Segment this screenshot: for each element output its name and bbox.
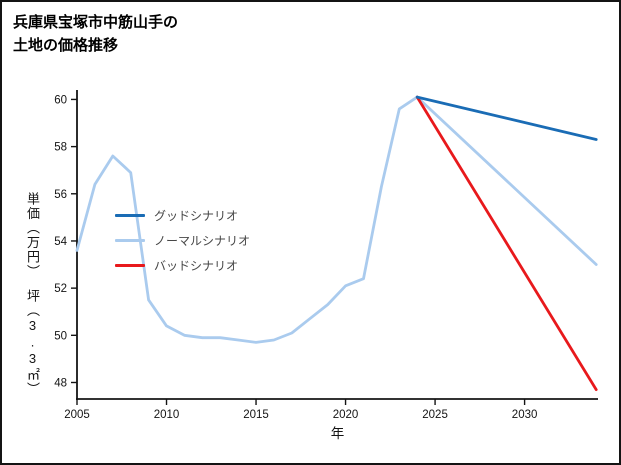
x-tick-label: 2005 — [64, 409, 90, 421]
y-tick-label: 58 — [54, 142, 67, 154]
chart-title: 兵庫県宝塚市中筋山手の 土地の価格推移 — [13, 11, 178, 58]
x-tick-label: 2020 — [333, 409, 359, 421]
y-tick-label: 48 — [54, 377, 67, 389]
legend-item-good: グッドシナリオ — [115, 203, 250, 228]
series-line-normal — [75, 95, 419, 344]
y-tick-label: 52 — [54, 283, 67, 295]
y-tick-label: 60 — [54, 94, 67, 106]
x-tick-label: 2015 — [243, 409, 269, 421]
legend-label: バッドシナリオ — [154, 259, 239, 273]
legend-swatch-bad — [115, 264, 145, 267]
y-axis-label-unit: 単価（万円） — [25, 192, 40, 279]
y-tick-label: 56 — [54, 189, 67, 201]
chart-title-line2: 土地の価格推移 — [13, 37, 119, 55]
x-axis-label: 年 — [330, 426, 345, 441]
legend-item-bad: バッドシナリオ — [115, 253, 250, 278]
legend-label: ノーマルシナリオ — [154, 234, 251, 248]
y-tick-label: 54 — [54, 236, 67, 248]
x-tick-label: 2010 — [154, 409, 180, 421]
series-line-good — [415, 95, 598, 141]
legend-swatch-normal — [115, 239, 145, 242]
chart-title-line1: 兵庫県宝塚市中筋山手の — [13, 14, 179, 31]
legend-item-normal: ノーマルシナリオ — [115, 228, 250, 253]
series-line-normal — [415, 95, 598, 266]
y-axis-label-tsubo: 坪（3.3㎡） — [25, 289, 40, 397]
y-tick-label: 50 — [54, 330, 67, 342]
y-axis-label: 単価（万円） 坪（3.3㎡） — [23, 192, 42, 397]
legend: グッドシナリオ ノーマルシナリオ バッドシナリオ — [115, 203, 250, 278]
x-tick-label: 2030 — [512, 409, 538, 421]
legend-label: グッドシナリオ — [154, 209, 239, 223]
x-tick-label: 2025 — [422, 409, 448, 421]
legend-swatch-good — [115, 214, 145, 217]
series-line-bad — [415, 95, 598, 392]
